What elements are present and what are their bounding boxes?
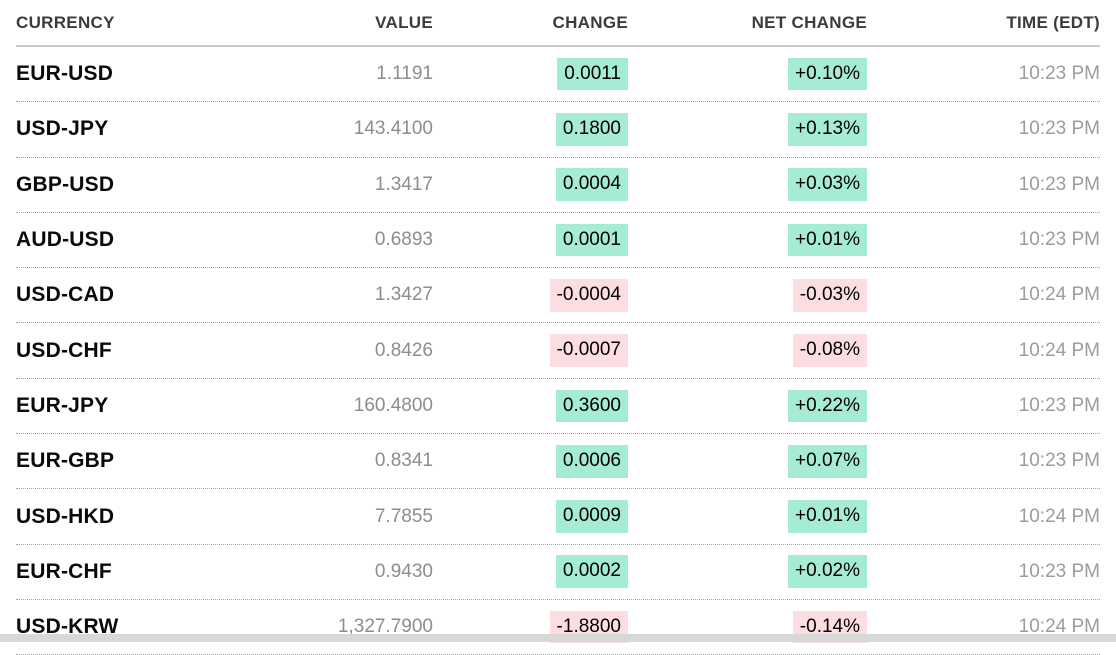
bottom-divider — [0, 634, 1116, 642]
change-badge: -0.0004 — [549, 278, 628, 312]
net-change-badge: +0.01% — [788, 500, 867, 533]
time-cell: 10:23 PM — [1018, 63, 1100, 85]
change-badge: 0.0001 — [555, 223, 628, 257]
currency-pair-link[interactable]: GBP-USD — [16, 172, 115, 196]
table-row: AUD-USD 0.6893 0.0001 +0.01% 10:23 PM — [16, 213, 1100, 269]
net-change-badge: +0.02% — [788, 555, 867, 589]
column-header-value: VALUE — [375, 12, 433, 32]
column-header-change: CHANGE — [552, 12, 628, 32]
change-badge: 0.0004 — [555, 168, 628, 202]
net-change-badge: +0.22% — [788, 389, 867, 423]
currency-pair-link[interactable]: USD-CAD — [16, 283, 115, 307]
change-badge: 0.0009 — [555, 500, 628, 533]
time-cell: 10:24 PM — [1018, 505, 1100, 527]
currency-pair-link[interactable]: USD-CHF — [16, 338, 112, 362]
column-header-time: TIME (EDT) — [1006, 12, 1100, 32]
currency-pair-link[interactable]: AUD-USD — [16, 228, 115, 252]
table-row: USD-CHF 0.8426 -0.0007 -0.08% 10:24 PM — [16, 323, 1100, 379]
column-header-net-change: NET CHANGE — [751, 12, 867, 32]
value-cell: 160.4800 — [353, 394, 433, 416]
currency-pair-link[interactable]: EUR-JPY — [16, 393, 109, 417]
time-cell: 10:23 PM — [1018, 450, 1100, 472]
net-change-badge: -0.03% — [792, 278, 867, 312]
time-cell: 10:23 PM — [1018, 560, 1100, 582]
net-change-badge: +0.13% — [788, 113, 867, 146]
table-row: USD-CAD 1.3427 -0.0004 -0.03% 10:24 PM — [16, 268, 1100, 324]
table-body: EUR-USD 1.1191 0.0011 +0.10% 10:23 PM US… — [0, 47, 1116, 655]
value-cell: 0.6893 — [374, 229, 433, 251]
table-row: EUR-CHF 0.9430 0.0002 +0.02% 10:23 PM — [16, 545, 1100, 600]
time-cell: 10:23 PM — [1018, 173, 1100, 195]
value-cell: 1.3417 — [374, 173, 433, 195]
time-cell: 10:24 PM — [1018, 284, 1100, 306]
change-badge: 0.3600 — [555, 389, 628, 423]
currency-pair-link[interactable]: EUR-GBP — [16, 449, 115, 473]
table-row: GBP-USD 1.3417 0.0004 +0.03% 10:23 PM — [16, 158, 1100, 213]
value-cell: 0.9430 — [374, 560, 433, 582]
currency-pair-link[interactable]: EUR-USD — [16, 62, 114, 86]
table-row: EUR-GBP 0.8341 0.0006 +0.07% 10:23 PM — [16, 434, 1100, 490]
change-badge: 0.0002 — [555, 555, 628, 589]
net-change-badge: -0.08% — [792, 334, 867, 367]
column-header-currency: CURRENCY — [16, 12, 115, 32]
table-row: EUR-USD 1.1191 0.0011 +0.10% 10:23 PM — [16, 47, 1100, 103]
net-change-badge: +0.07% — [788, 444, 867, 478]
time-cell: 10:23 PM — [1018, 394, 1100, 416]
net-change-badge: +0.10% — [788, 57, 867, 91]
time-cell: 10:24 PM — [1018, 616, 1100, 638]
table-row: USD-HKD 7.7855 0.0009 +0.01% 10:24 PM — [16, 489, 1100, 545]
currency-pair-link[interactable]: EUR-CHF — [16, 559, 112, 583]
change-badge: 0.0011 — [557, 57, 628, 91]
value-cell: 143.4100 — [353, 118, 433, 140]
table-header-row: CURRENCY VALUE CHANGE NET CHANGE TIME (E… — [16, 0, 1100, 47]
change-badge: 0.0006 — [555, 444, 628, 478]
value-cell: 1,327.7900 — [337, 616, 433, 638]
time-cell: 10:23 PM — [1018, 229, 1100, 251]
net-change-badge: +0.01% — [788, 223, 867, 257]
table-row: USD-KRW 1,327.7900 -1.8800 -0.14% 10:24 … — [16, 600, 1100, 655]
change-badge: 0.1800 — [555, 113, 628, 146]
value-cell: 7.7855 — [374, 505, 433, 527]
change-badge: -0.0007 — [549, 334, 628, 367]
value-cell: 1.1191 — [376, 63, 433, 85]
table-row: USD-JPY 143.4100 0.1800 +0.13% 10:23 PM — [16, 102, 1100, 158]
value-cell: 0.8341 — [374, 450, 433, 472]
table-row: EUR-JPY 160.4800 0.3600 +0.22% 10:23 PM — [16, 379, 1100, 435]
time-cell: 10:24 PM — [1018, 339, 1100, 361]
value-cell: 0.8426 — [374, 339, 433, 361]
time-cell: 10:23 PM — [1018, 118, 1100, 140]
currency-pair-link[interactable]: USD-HKD — [16, 504, 115, 528]
currency-pair-link[interactable]: USD-KRW — [16, 615, 119, 639]
net-change-badge: +0.03% — [788, 168, 867, 202]
currency-pair-link[interactable]: USD-JPY — [16, 117, 109, 141]
value-cell: 1.3427 — [374, 284, 433, 306]
